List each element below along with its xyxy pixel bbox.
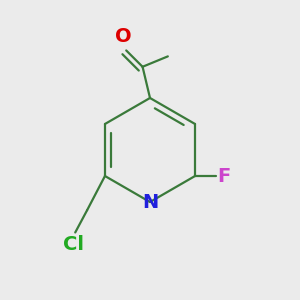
Text: N: N: [142, 193, 158, 211]
Text: O: O: [115, 27, 132, 46]
Text: F: F: [217, 167, 231, 185]
Text: Cl: Cl: [63, 236, 84, 254]
